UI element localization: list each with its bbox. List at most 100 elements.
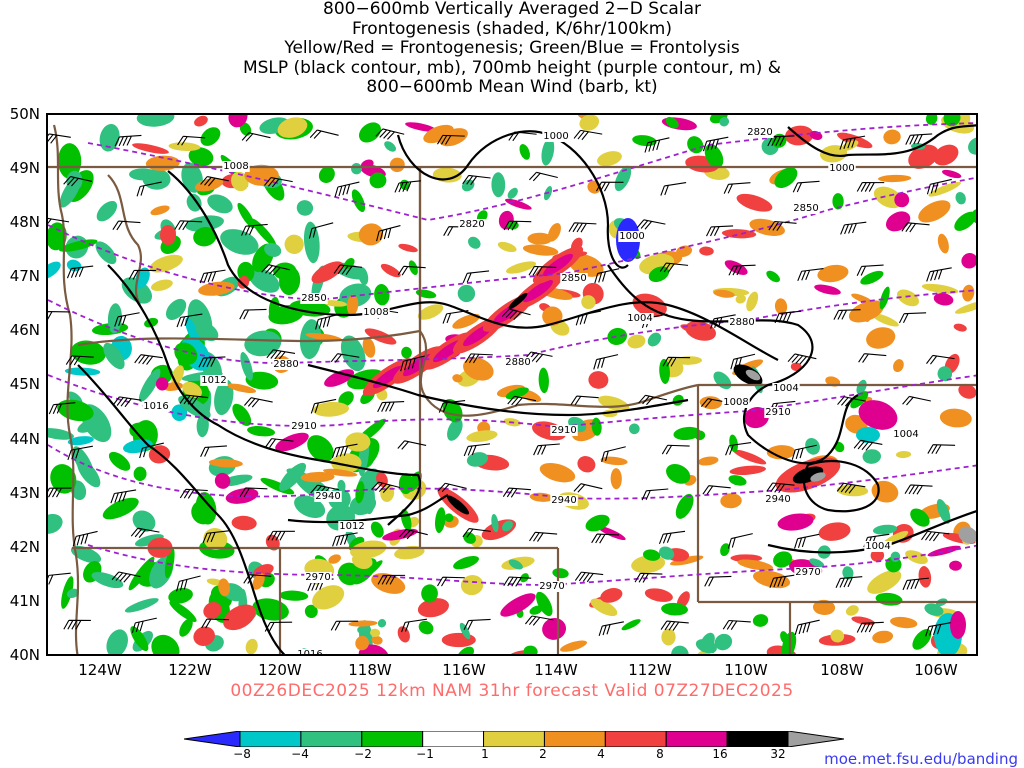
frontogenesis-patch <box>542 253 574 277</box>
wind-barb <box>568 222 597 233</box>
frontogenesis-patch <box>369 172 387 189</box>
wind-barb <box>63 619 91 630</box>
wind-barb <box>792 180 820 193</box>
frontogenesis-patch <box>933 144 959 166</box>
frontogenesis-patch <box>193 227 217 247</box>
title-line-2: Frontogenesis (shaded, K/6hr/100km) <box>352 18 672 39</box>
lat-label-47n: 47N <box>9 267 40 285</box>
frontogenesis-patch <box>673 426 701 441</box>
contour-label-background <box>828 163 856 174</box>
frontogenesis-patch <box>244 164 279 186</box>
wind-barb <box>438 400 466 413</box>
frontogenesis-patch <box>351 552 373 570</box>
frontogenesis-patch <box>928 181 961 197</box>
wind-barb <box>728 264 756 276</box>
frontogenesis-patch <box>384 141 397 152</box>
lat-label-42n: 42N <box>9 538 40 556</box>
frontogenesis-patch <box>607 327 628 346</box>
wind-barb <box>201 618 229 629</box>
height-label: 2820 <box>747 127 772 138</box>
lat-label-41n: 41N <box>9 592 40 610</box>
height-label: 2940 <box>551 495 576 506</box>
frontogenesis-patch <box>883 129 901 145</box>
frontogenesis-patch <box>337 562 362 586</box>
wind-barb <box>48 133 71 144</box>
frontogenesis-patch <box>699 246 714 256</box>
wind-barb <box>179 394 208 406</box>
wind-barb <box>797 268 824 281</box>
frontogenesis-patch <box>124 598 159 613</box>
frontogenesis-patch <box>675 493 694 519</box>
frontogenesis-patch <box>735 294 746 304</box>
wind-barb <box>72 530 98 547</box>
wind-barb <box>375 128 405 140</box>
frontogenesis-patch <box>150 205 170 216</box>
frontogenesis-patch <box>870 549 885 562</box>
frontogenesis-patch <box>777 513 814 531</box>
mslp-label: 1000 <box>619 231 644 242</box>
contour-label-background <box>362 307 390 318</box>
height-label: 2880 <box>729 317 754 328</box>
wind-barb <box>401 618 428 633</box>
frontogenesis-patch <box>160 225 176 245</box>
frontogenesis-patch <box>721 229 757 239</box>
wind-barb <box>334 181 360 198</box>
wind-barb <box>528 265 557 276</box>
frontogenesis-patch <box>523 645 538 654</box>
frontogenesis-patch <box>337 479 346 493</box>
frontogenesis-patch <box>961 253 976 269</box>
colorbar-swatch <box>604 731 667 747</box>
frontogenesis-patch <box>910 508 930 527</box>
frontogenesis-patch <box>893 359 904 373</box>
height-label: 2970 <box>795 567 820 578</box>
wind-barb <box>902 577 929 591</box>
frontogenesis-patch <box>358 122 381 143</box>
frontogenesis-patch <box>466 452 489 467</box>
lat-label-43n: 43N <box>9 484 40 502</box>
wind-barb <box>704 575 732 587</box>
lat-label-40n: 40N <box>9 646 40 664</box>
wind-barb <box>264 621 293 632</box>
wind-barb <box>662 356 691 367</box>
frontogenesis-patch <box>461 179 475 192</box>
wind-barb <box>574 571 604 583</box>
frontogenesis-patch <box>188 147 214 167</box>
frontogenesis-patch <box>374 284 390 306</box>
source-url[interactable]: moe.met.fsu.edu/banding <box>824 750 1018 768</box>
frontogenesis-patch <box>872 630 894 644</box>
wind-barb <box>179 488 208 499</box>
mslp-label: 1008 <box>363 307 388 318</box>
contour-label-background <box>272 359 300 370</box>
frontogenesis-patch <box>842 566 854 580</box>
frontogenesis-patch <box>340 335 366 372</box>
mslp-label: 1008 <box>223 161 248 172</box>
frontogenesis-patch <box>529 492 554 502</box>
frontogenesis-patch <box>300 471 335 483</box>
wind-barb <box>926 267 952 282</box>
frontogenesis-patch <box>452 374 463 383</box>
frontogenesis-patch <box>858 400 898 430</box>
wind-barb <box>856 182 885 192</box>
wind-barb <box>239 308 267 320</box>
wind-barb <box>48 311 71 321</box>
frontogenesis-patch <box>500 593 536 617</box>
frontogenesis-patch <box>277 117 308 138</box>
frontogenesis-patch <box>185 215 224 232</box>
mslp-label: 1012 <box>339 521 364 532</box>
frontogenesis-patch <box>231 515 257 531</box>
frontogenesis-patch <box>647 332 662 347</box>
contour-label-background <box>764 407 792 418</box>
wind-barb <box>462 174 491 186</box>
wind-barb <box>308 222 334 239</box>
frontogenesis-patch <box>628 423 640 435</box>
frontogenesis-patch <box>749 218 785 236</box>
lat-label-50n: 50N <box>9 105 40 123</box>
height-label: 2850 <box>561 273 586 284</box>
wind-barb <box>266 349 296 361</box>
frontogenesis-patch <box>936 499 951 524</box>
wind-barb <box>377 574 406 585</box>
frontogenesis-patch <box>790 362 802 372</box>
frontogenesis-patch <box>96 200 118 222</box>
contour-label-background <box>722 397 750 408</box>
frontogenesis-patch <box>954 211 976 231</box>
